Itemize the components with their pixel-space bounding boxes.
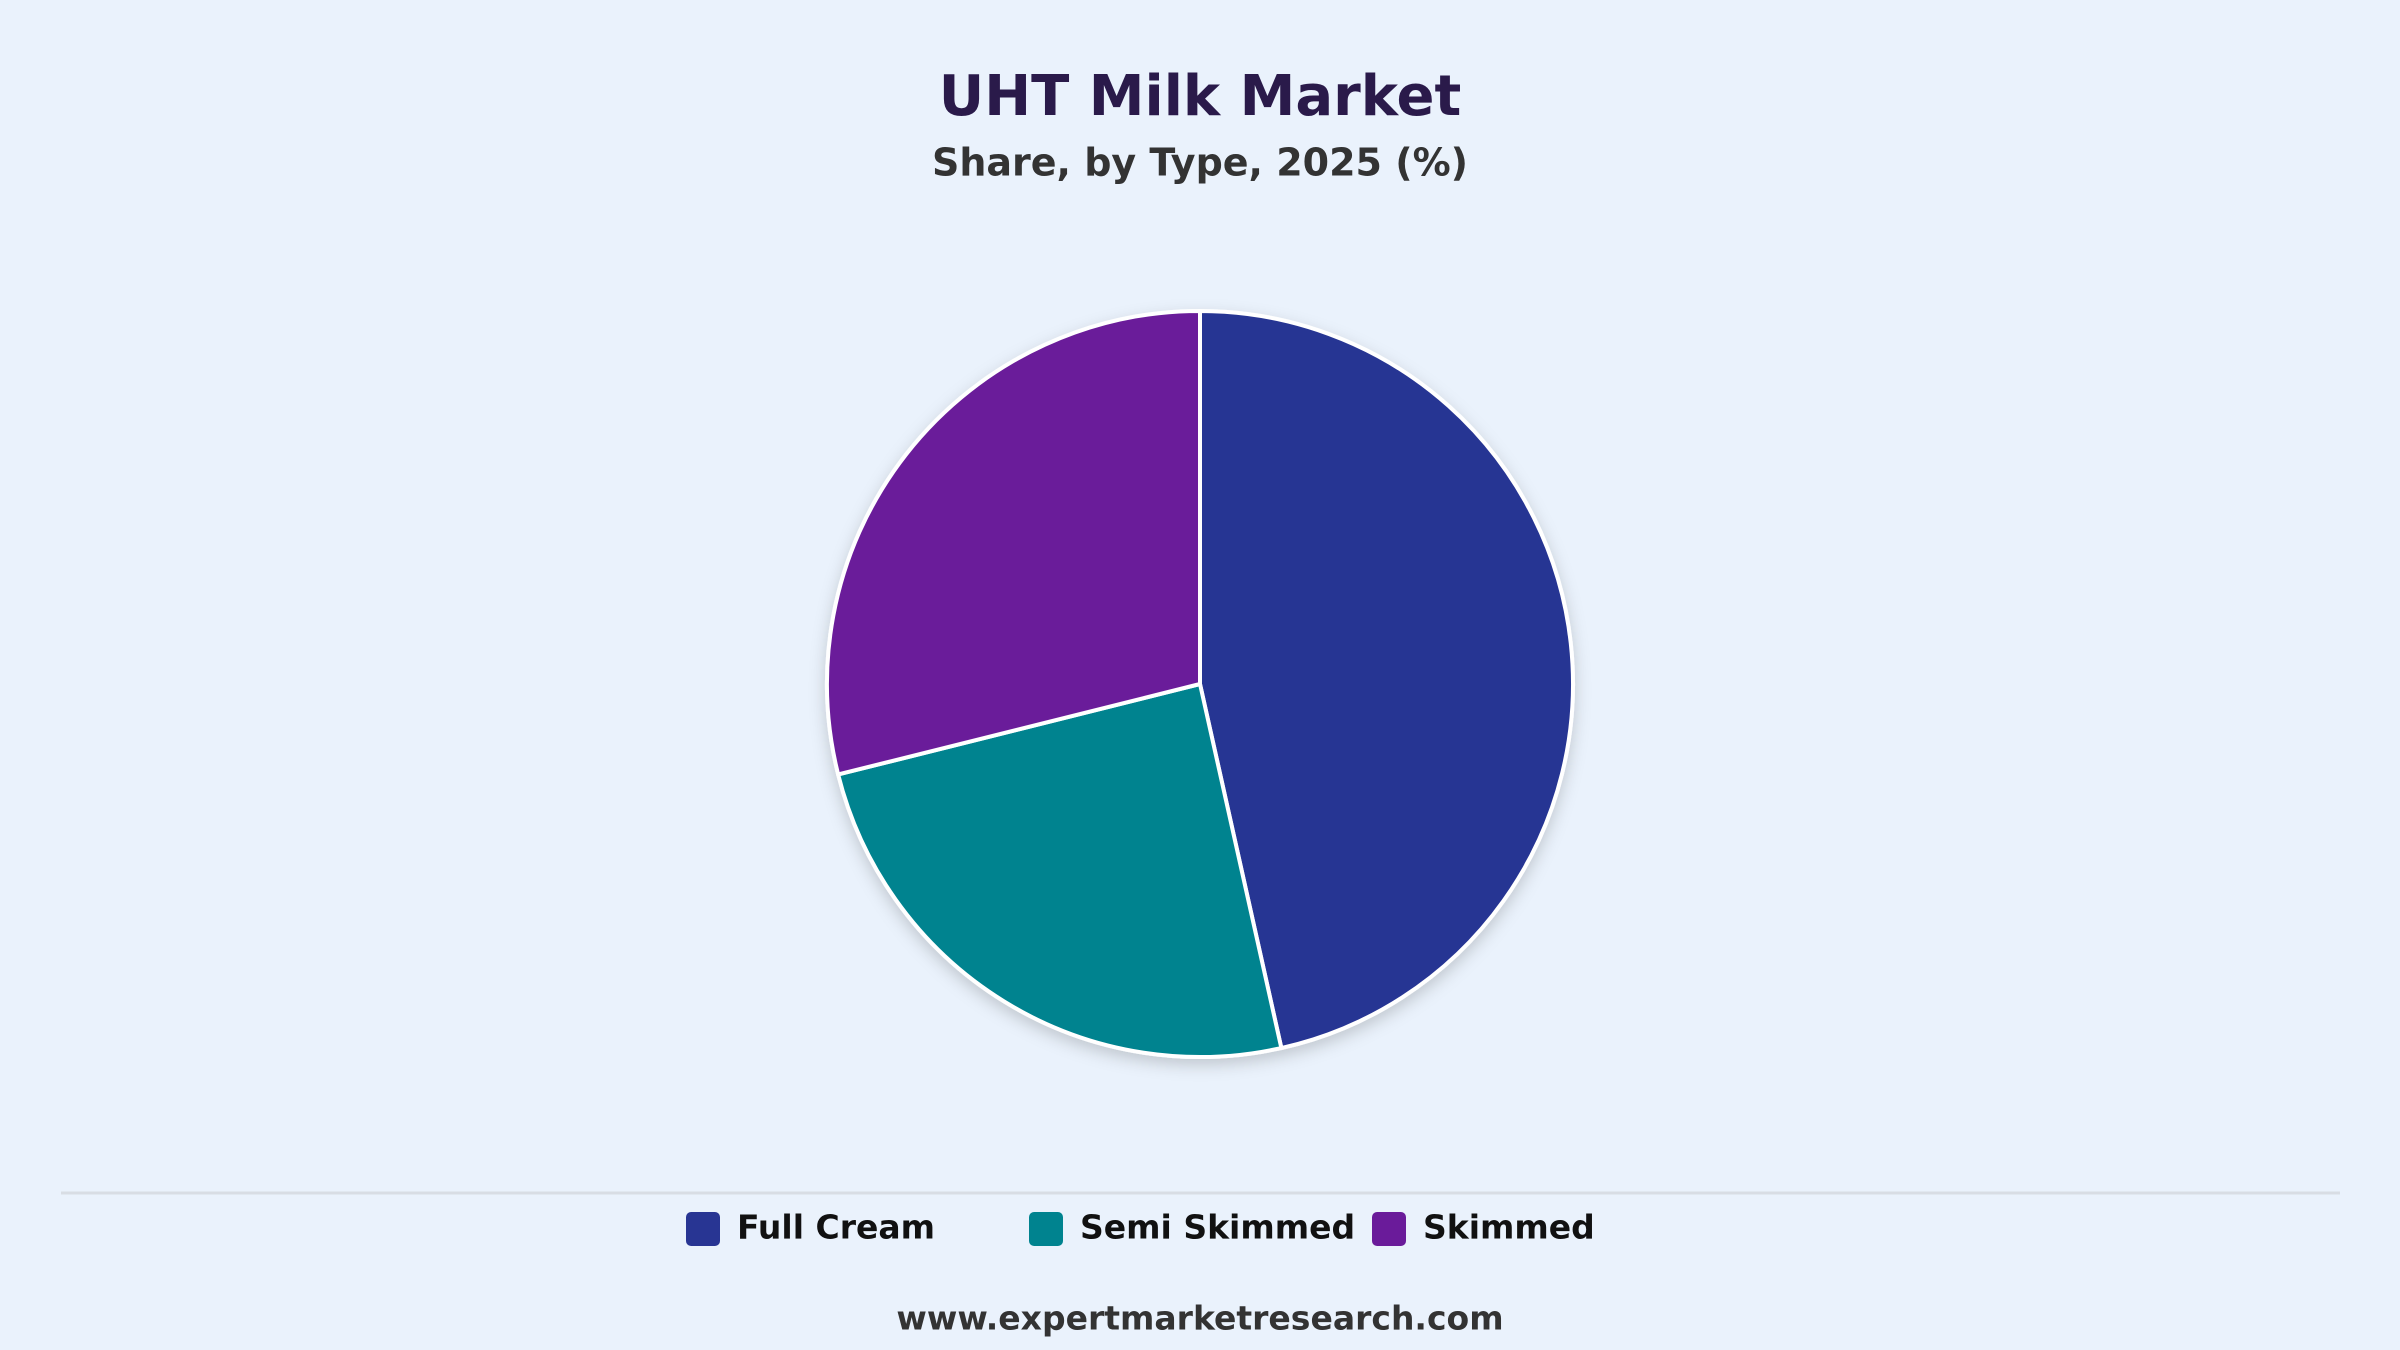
pie-slice xyxy=(825,309,1202,777)
pie-slice xyxy=(836,682,1284,1059)
chart-subtitle: Share, by Type, 2025 (%) xyxy=(932,141,1468,185)
legend-swatch xyxy=(1029,1212,1063,1246)
pie-slice xyxy=(1198,309,1575,1051)
legend: Full Cream Semi Skimmed Skimmed xyxy=(686,1208,1595,1247)
footer: www.expertmarketresearch.com xyxy=(896,1299,1503,1338)
chart-title: UHT Milk Market xyxy=(939,64,1462,129)
legend-label: Semi Skimmed xyxy=(1080,1208,1355,1247)
legend-label: Full Cream xyxy=(737,1208,935,1247)
legend-swatch xyxy=(1372,1212,1406,1246)
legend-label: Skimmed xyxy=(1423,1208,1595,1247)
pie xyxy=(825,309,1575,1059)
legend-swatch xyxy=(686,1212,720,1246)
